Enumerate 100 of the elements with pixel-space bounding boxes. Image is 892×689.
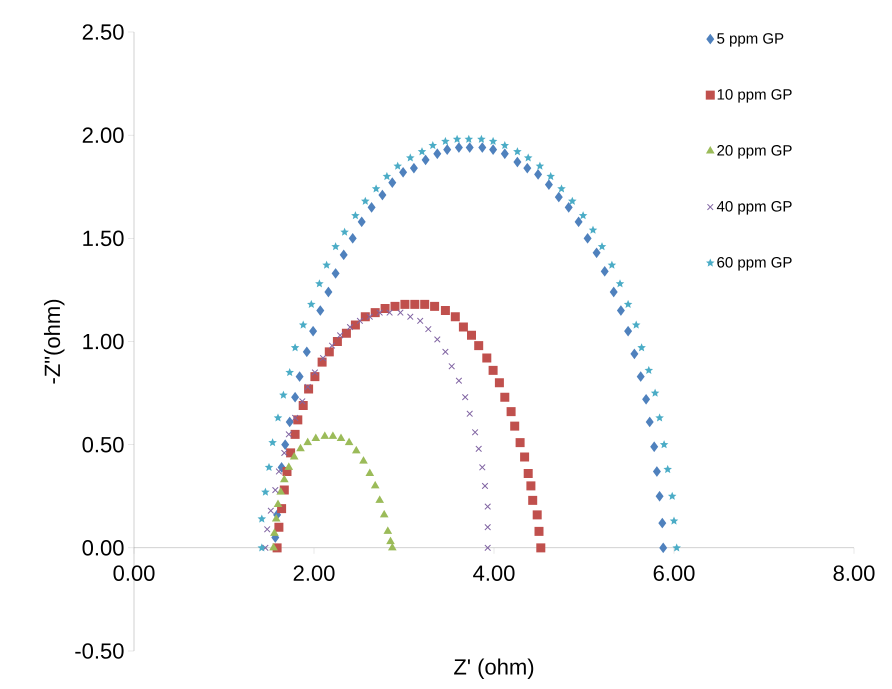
point bbox=[513, 147, 522, 156]
point bbox=[624, 300, 632, 308]
point bbox=[315, 279, 324, 288]
point bbox=[309, 326, 317, 336]
point bbox=[298, 320, 308, 329]
point bbox=[659, 542, 668, 553]
point bbox=[528, 496, 538, 505]
point bbox=[450, 312, 460, 322]
point bbox=[564, 202, 573, 212]
point bbox=[416, 318, 424, 324]
point bbox=[272, 514, 280, 522]
point bbox=[270, 543, 278, 550]
point bbox=[510, 422, 520, 431]
point bbox=[578, 211, 588, 220]
point bbox=[291, 392, 299, 402]
point bbox=[554, 192, 563, 202]
y-tick-label: -0.50 bbox=[75, 643, 124, 659]
point bbox=[536, 543, 546, 552]
point bbox=[312, 369, 318, 376]
point bbox=[312, 434, 320, 441]
point bbox=[264, 462, 274, 472]
point bbox=[455, 142, 463, 153]
y-tick-label: 2.00 bbox=[82, 127, 124, 143]
point bbox=[360, 456, 368, 464]
point bbox=[290, 343, 300, 352]
point bbox=[390, 302, 400, 311]
point bbox=[428, 140, 438, 150]
point bbox=[410, 300, 420, 309]
point bbox=[371, 481, 380, 488]
point bbox=[440, 306, 450, 316]
point bbox=[324, 347, 334, 356]
point bbox=[258, 514, 266, 523]
point bbox=[598, 242, 606, 250]
point bbox=[332, 268, 340, 278]
point bbox=[477, 134, 486, 143]
point bbox=[276, 468, 282, 475]
x-axis-title: Z' (ohm) bbox=[454, 658, 534, 680]
point bbox=[393, 162, 402, 170]
point bbox=[376, 496, 384, 503]
point bbox=[658, 518, 666, 528]
point bbox=[568, 196, 577, 205]
point bbox=[298, 398, 306, 405]
point bbox=[608, 260, 616, 269]
point bbox=[296, 444, 304, 452]
point bbox=[610, 286, 618, 297]
point bbox=[443, 144, 452, 155]
point bbox=[280, 450, 288, 456]
point bbox=[584, 233, 592, 244]
point bbox=[384, 526, 392, 534]
point bbox=[346, 324, 354, 330]
point bbox=[442, 348, 449, 356]
legend-label: 10 ppm GP bbox=[718, 89, 792, 103]
point bbox=[617, 306, 625, 316]
x-tick-label: 6.00 bbox=[654, 565, 695, 581]
point bbox=[592, 248, 600, 258]
point bbox=[382, 172, 392, 180]
point bbox=[441, 136, 450, 145]
point bbox=[406, 153, 415, 162]
point bbox=[500, 392, 510, 402]
point bbox=[366, 469, 374, 476]
point bbox=[523, 163, 532, 174]
y-tick-label: 2.50 bbox=[82, 24, 124, 40]
point bbox=[650, 388, 660, 397]
point bbox=[276, 488, 285, 495]
point bbox=[630, 348, 638, 359]
point bbox=[322, 260, 331, 269]
point bbox=[663, 464, 672, 474]
x-tick-label: 8.00 bbox=[834, 565, 875, 581]
y-tick-label: 0.00 bbox=[82, 540, 124, 556]
y-tick-label: 1.50 bbox=[83, 230, 124, 246]
point bbox=[320, 354, 326, 362]
point bbox=[342, 328, 351, 338]
point bbox=[279, 390, 288, 399]
point bbox=[424, 326, 432, 332]
point bbox=[534, 526, 544, 536]
point bbox=[488, 136, 498, 145]
point bbox=[258, 543, 266, 552]
point bbox=[532, 510, 542, 520]
point bbox=[270, 528, 278, 536]
point bbox=[506, 407, 516, 416]
point bbox=[372, 184, 380, 192]
point bbox=[660, 440, 668, 448]
point bbox=[356, 318, 364, 324]
point bbox=[646, 416, 654, 427]
point bbox=[656, 491, 664, 502]
point bbox=[386, 309, 393, 316]
point bbox=[494, 378, 504, 388]
point bbox=[400, 300, 410, 309]
point bbox=[557, 184, 566, 192]
point bbox=[420, 300, 430, 309]
point bbox=[534, 169, 542, 180]
point bbox=[636, 372, 645, 382]
point bbox=[482, 482, 488, 490]
point bbox=[655, 413, 664, 422]
point bbox=[434, 336, 441, 343]
point bbox=[520, 452, 530, 462]
point bbox=[489, 144, 497, 155]
point bbox=[458, 322, 468, 332]
point bbox=[304, 384, 312, 390]
point bbox=[644, 366, 654, 374]
